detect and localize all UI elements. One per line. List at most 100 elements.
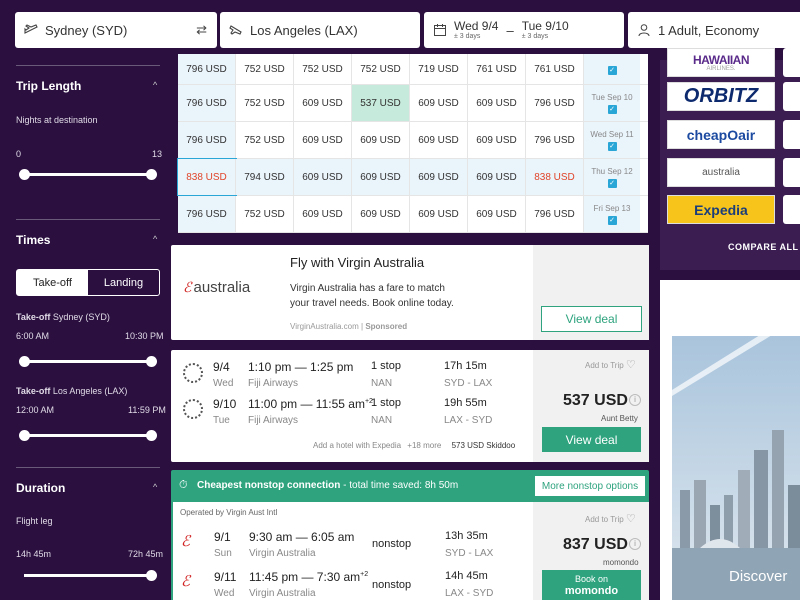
price-cell[interactable]: 761 USD bbox=[526, 54, 584, 84]
price-cell[interactable]: 796 USD bbox=[178, 122, 236, 158]
price-cell[interactable]: 838 USD bbox=[526, 159, 584, 195]
compare-all-button[interactable]: COMPARE ALL bbox=[728, 242, 799, 252]
price-cell[interactable]: 752 USD bbox=[236, 196, 294, 232]
price-cell[interactable]: 796 USD bbox=[178, 85, 236, 121]
return-date-cell[interactable]: ✓ bbox=[584, 54, 640, 84]
slider-handle-max[interactable] bbox=[146, 570, 157, 581]
tab-landing[interactable]: Landing bbox=[103, 276, 144, 289]
price-cell[interactable]: 752 USD bbox=[236, 54, 294, 84]
price-cell[interactable]: 609 USD bbox=[294, 122, 352, 158]
price-cell[interactable]: 609 USD bbox=[294, 159, 352, 195]
provider-orbitz[interactable]: ORBITZ bbox=[667, 82, 775, 111]
add-to-trip[interactable]: Add to Trip ♡ bbox=[585, 512, 636, 525]
slider-handle-max[interactable] bbox=[146, 430, 157, 441]
result-card[interactable]: 9/4 Wed 1:10 pm — 1:25 pm Fiji Airways 1… bbox=[171, 350, 649, 462]
checkbox-icon[interactable]: ✓ bbox=[607, 104, 617, 114]
price-cell[interactable]: 609 USD bbox=[410, 122, 468, 158]
view-deal-button[interactable]: View deal bbox=[541, 306, 642, 332]
takeoff-sydney-slider[interactable] bbox=[19, 356, 157, 367]
price-cell[interactable]: 609 USD bbox=[410, 159, 468, 195]
provider-hawaiian[interactable]: HAWAIIAN AIRLINES. bbox=[667, 48, 775, 77]
return-date-cell[interactable]: Wed Sep 11 ✓ bbox=[584, 122, 640, 158]
price-cell[interactable]: 609 USD bbox=[294, 196, 352, 232]
times-heading[interactable]: Times bbox=[16, 233, 51, 247]
provider-virgin-australia[interactable]: australia bbox=[667, 158, 775, 187]
chevron-up-icon[interactable]: ^ bbox=[153, 234, 158, 244]
price-cell[interactable]: 609 USD bbox=[352, 196, 410, 232]
price-cell[interactable]: 761 USD bbox=[468, 54, 526, 84]
date-field[interactable]: Wed 9/4 ± 3 days – Tue 9/10 ± 3 days bbox=[424, 12, 624, 48]
checkbox-icon[interactable]: ✓ bbox=[607, 141, 617, 151]
more-nonstop-button[interactable]: More nonstop options bbox=[534, 475, 646, 497]
price-cell[interactable]: 752 USD bbox=[352, 54, 410, 84]
price-cell[interactable]: 719 USD bbox=[410, 54, 468, 84]
slider-handle-min[interactable] bbox=[19, 356, 30, 367]
origin-field[interactable]: Sydney (SYD) ⇄ bbox=[15, 12, 217, 48]
price-cell[interactable]: 609 USD bbox=[468, 85, 526, 121]
price-cell[interactable]: 609 USD bbox=[410, 196, 468, 232]
price-cell[interactable]: 609 USD bbox=[294, 85, 352, 121]
checkbox-icon[interactable]: ✓ bbox=[607, 215, 617, 225]
price-cell[interactable]: 609 USD bbox=[352, 122, 410, 158]
checkbox-icon[interactable]: ✓ bbox=[607, 178, 617, 188]
compare-checkbox[interactable] bbox=[783, 82, 800, 111]
add-to-trip[interactable]: Add to Trip ♡ bbox=[585, 358, 636, 371]
tab-takeoff[interactable]: Take-off bbox=[17, 270, 88, 295]
slider-handle-max[interactable] bbox=[146, 169, 157, 180]
checkbox-icon[interactable]: ✓ bbox=[607, 66, 617, 75]
nights-slider[interactable] bbox=[19, 169, 157, 180]
slider-handle-min[interactable] bbox=[19, 430, 30, 441]
compare-checkbox[interactable] bbox=[783, 48, 800, 77]
view-deal-button[interactable]: View deal bbox=[542, 427, 641, 452]
price-cell[interactable]: 609 USD bbox=[352, 159, 410, 195]
price-grid-row: 796 USD 752 USD 609 USD 537 USD 609 USD 609 U… bbox=[178, 85, 648, 122]
takeoff-la-slider[interactable] bbox=[19, 430, 157, 441]
price-cell[interactable]: 609 USD bbox=[410, 85, 468, 121]
virgin-logo-icon: ℰ bbox=[181, 572, 191, 590]
price-cell[interactable]: 796 USD bbox=[178, 196, 236, 232]
price-cell[interactable]: 796 USD bbox=[178, 54, 236, 84]
chevron-up-icon[interactable]: ^ bbox=[153, 80, 158, 90]
discover-heading: Discover bbox=[729, 568, 788, 585]
destination-ad-image[interactable]: Discover bbox=[660, 280, 800, 600]
compare-checkbox[interactable] bbox=[783, 120, 800, 149]
info-icon[interactable]: i bbox=[629, 538, 641, 550]
price-cell[interactable]: 752 USD bbox=[294, 54, 352, 84]
hotel-link[interactable]: Add a hotel with Expedia bbox=[313, 441, 402, 450]
price-cell[interactable]: 752 USD bbox=[236, 85, 294, 121]
chevron-up-icon[interactable]: ^ bbox=[153, 482, 158, 492]
ad-source[interactable]: VirginAustralia.com bbox=[290, 322, 359, 331]
return-date-cell[interactable]: Tue Sep 10 ✓ bbox=[584, 85, 640, 121]
trip-length-heading[interactable]: Trip Length bbox=[16, 79, 82, 93]
leg-day: Tue bbox=[213, 415, 230, 426]
return-date-cell[interactable]: Fri Sep 13 ✓ bbox=[584, 196, 640, 232]
compare-checkbox[interactable] bbox=[783, 195, 800, 224]
return-date-cell[interactable]: Thu Sep 12 ✓ bbox=[584, 159, 640, 195]
price-cell[interactable]: 796 USD bbox=[526, 85, 584, 121]
more-providers[interactable]: +18 more bbox=[407, 441, 442, 450]
duration-slider[interactable] bbox=[24, 570, 157, 581]
price-cell[interactable]: 609 USD bbox=[468, 122, 526, 158]
sponsored-label: Sponsored bbox=[365, 322, 408, 331]
price-cell[interactable]: 609 USD bbox=[468, 159, 526, 195]
info-icon[interactable]: i bbox=[629, 394, 641, 406]
price-cell[interactable]: 752 USD bbox=[236, 122, 294, 158]
provider-expedia[interactable]: Expedia bbox=[667, 195, 775, 224]
price-cell[interactable]: 796 USD bbox=[526, 122, 584, 158]
travelers-field[interactable]: 1 Adult, Economy bbox=[628, 12, 800, 48]
slider-handle-min[interactable] bbox=[19, 169, 30, 180]
slider-handle-max[interactable] bbox=[146, 356, 157, 367]
book-button[interactable]: Book on momondo bbox=[542, 570, 641, 600]
destination-field[interactable]: Los Angeles (LAX) bbox=[220, 12, 420, 48]
nonstop-result-card[interactable]: Operated by Virgin Aust Intl ℰ ℰ 9/1 Sun… bbox=[171, 502, 649, 600]
provider-cheapoair[interactable]: cheapOair bbox=[667, 120, 775, 149]
price-cell[interactable]: 838 USD bbox=[177, 158, 237, 196]
price-cell[interactable]: 609 USD bbox=[468, 196, 526, 232]
duration-heading[interactable]: Duration bbox=[16, 481, 66, 495]
price-cell[interactable]: 794 USD bbox=[236, 159, 294, 195]
price-cell[interactable]: 796 USD bbox=[526, 196, 584, 232]
swap-icon[interactable]: ⇄ bbox=[196, 22, 207, 37]
stopwatch-icon: ⏱ bbox=[179, 479, 188, 491]
price-cell[interactable]: 537 USD bbox=[352, 85, 410, 121]
compare-checkbox[interactable] bbox=[783, 158, 800, 187]
